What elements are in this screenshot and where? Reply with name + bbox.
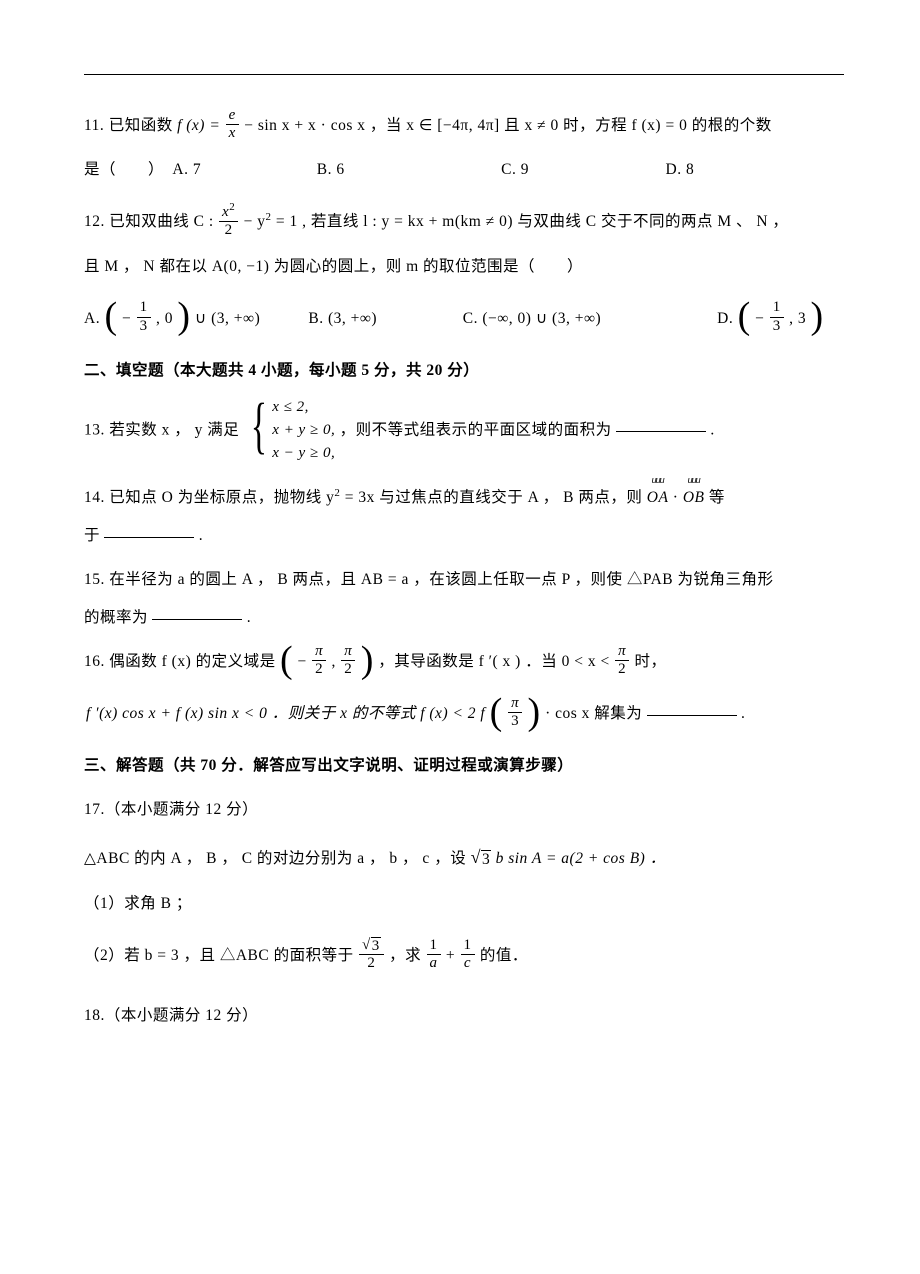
q11-opt-d: D. 8 — [666, 151, 695, 189]
q11-opt-a: A. 7 — [172, 151, 312, 189]
q12-minus-y: − y2 — [244, 213, 272, 230]
q18-head: 18.（本小题满分 12 分） — [84, 997, 844, 1035]
q17-p1: （1）求角 B ； — [84, 885, 844, 923]
sqrt-icon: √3 — [471, 835, 492, 879]
q15-blank — [152, 605, 242, 621]
q16-line2: f ′(x) cos x + f (x) sin x < 0 ．则关于 x 的不… — [84, 695, 844, 733]
page: 11. 已知函数 f (x) = e x − sin x + x · cos x… — [0, 0, 920, 1274]
q12-opt-a: A. ( − 13 , 0 ) ∪ (3, +∞) — [84, 300, 304, 338]
q17-frac1: √3 2 — [359, 937, 384, 973]
q12-eq1: = 1 , 若直线 l : y = kx + m(km ≠ 0) 与双曲线 C … — [276, 213, 789, 230]
q15-num: 15. — [84, 571, 109, 588]
q13-tail-b: . — [710, 421, 714, 438]
q16-line1: 16. 偶函数 f (x) 的定义域是 ( − π2 , π2 ) ，其导函数是… — [84, 643, 844, 681]
q11-stem-a: 已知函数 — [109, 117, 177, 134]
q13: 13. 若实数 x ， y 满足 { x ≤ 2, x + y ≥ 0, x −… — [84, 396, 844, 466]
q13-num: 13. — [84, 421, 109, 438]
q14-blank — [104, 523, 194, 539]
q12-frac: x2 2 — [219, 201, 238, 240]
q13-system: x ≤ 2, x + y ≥ 0, x − y ≥ 0, — [272, 396, 335, 466]
q11-stem-b: − sin x + x · cos x ，当 x ∈ [−4π, 4π] 且 x… — [244, 117, 771, 134]
q11-options: 是（ ） A. 7 B. 6 C. 9 D. 8 — [84, 151, 844, 189]
q17-head: 17.（本小题满分 12 分） — [84, 791, 844, 829]
q15-line2: 的概率为 . — [84, 599, 844, 637]
q12-stem-a: 已知双曲线 C : — [109, 213, 218, 230]
q11-tail: 是（ ） — [84, 151, 164, 189]
q14-line1: 14. 已知点 O 为坐标原点，抛物线 y2 = 3x 与过焦点的直线交于 A … — [84, 479, 844, 517]
q15-line1: 15. 在半径为 a 的圆上 A ， B 两点，且 AB = a ，在该圆上任取… — [84, 561, 844, 599]
q12-opt-b: B. (3, +∞) — [308, 300, 458, 338]
q11: 11. 已知函数 f (x) = e x − sin x + x · cos x… — [84, 107, 844, 145]
q12-line2: 且 M ， N 都在以 A(0, −1) 为圆心的圆上，则 m 的取位范围是（ … — [84, 248, 844, 286]
q16-num: 16. — [84, 653, 109, 670]
q12-opt-c: C. (−∞, 0) ∪ (3, +∞) — [463, 300, 713, 338]
vector-oa: uuuOA — [647, 479, 669, 517]
q11-num: 11. — [84, 117, 109, 134]
q11-fx-lhs: f (x) = — [177, 117, 220, 134]
q11-frac: e x — [226, 107, 239, 143]
q12-options: A. ( − 13 , 0 ) ∪ (3, +∞) B. (3, +∞) C. … — [84, 300, 844, 338]
q11-opt-c: C. 9 — [501, 151, 661, 189]
section-2-heading: 二、填空题（本大题共 4 小题，每小题 5 分，共 20 分） — [84, 352, 844, 390]
q12-opt-d: D. ( − 13 , 3 ) — [717, 300, 824, 338]
q13-tail-a: ，则不等式组表示的平面区域的面积为 — [340, 421, 612, 438]
q14-num: 14. — [84, 489, 109, 506]
q17-p2: （2）若 b = 3 ，且 △ABC 的面积等于 √3 2 ，求 1a + 1c… — [84, 937, 844, 975]
q13-lead: 若实数 x ， y 满足 — [109, 421, 239, 438]
q13-blank — [616, 416, 706, 432]
q16-blank — [647, 701, 737, 717]
q12-line1: 12. 已知双曲线 C : x2 2 − y2 = 1 , 若直线 l : y … — [84, 203, 844, 242]
q12-num: 12. — [84, 213, 109, 230]
vector-ob: uuuOB — [683, 479, 705, 517]
q11-opt-b: B. 6 — [317, 151, 497, 189]
top-rule — [84, 74, 844, 75]
q14-line2: 于 . — [84, 517, 844, 555]
q17-line1: △ABC 的内 A ， B ， C 的对边分别为 a ， b ， c ，设 √3… — [84, 835, 844, 879]
section-3-heading: 三、解答题（共 70 分．解答应写出文字说明、证明过程或演算步骤） — [84, 747, 844, 785]
